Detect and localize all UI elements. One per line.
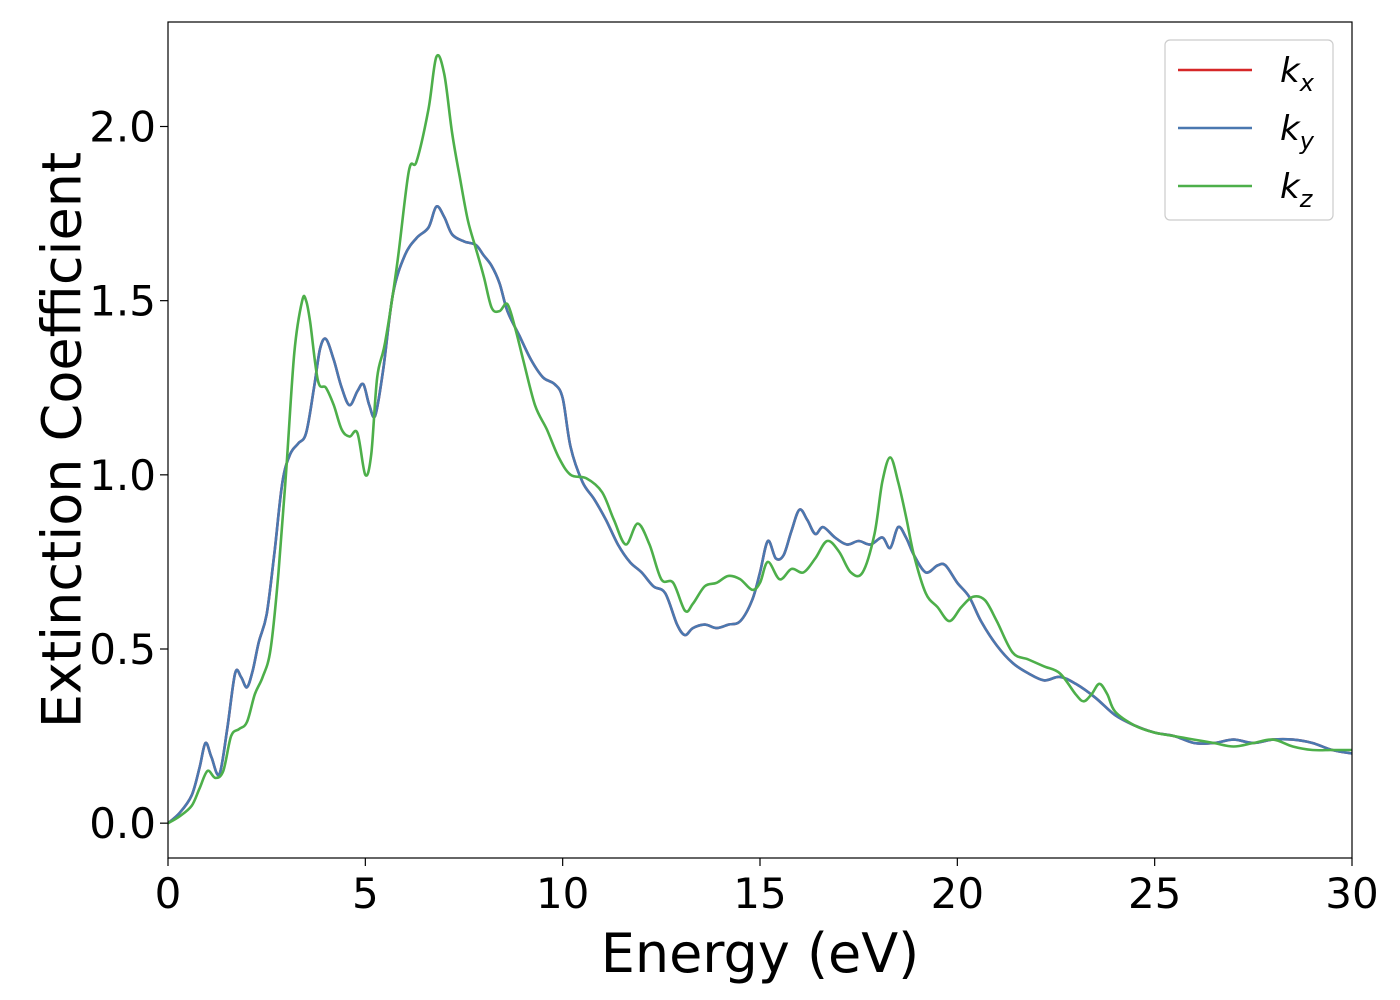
legend-label-sub: y: [1299, 127, 1315, 155]
x-axis-label: Energy (eV): [601, 922, 920, 985]
x-tick-label: 5: [352, 869, 379, 918]
series-line-z: [168, 53, 1352, 825]
x-axis: 0 5 10 15 20 25 30: [155, 858, 1379, 918]
legend-box: [1164, 39, 1334, 221]
legend-label-z: kz: [1280, 167, 1314, 213]
legend-label-main: k: [1280, 109, 1301, 149]
legend-label-sub: x: [1299, 69, 1315, 97]
y-tick-label: 1.0: [89, 451, 156, 500]
y-tick-label: 2.0: [89, 103, 156, 152]
legend-label-sub: z: [1299, 185, 1314, 213]
legend-label-main: k: [1280, 51, 1301, 91]
x-tick-label: 30: [1325, 869, 1378, 918]
x-tick-label: 20: [931, 869, 984, 918]
x-tick-label: 0: [155, 869, 182, 918]
legend-label-x: kx: [1280, 51, 1315, 97]
y-axis-label: Extinction Coefficient: [31, 152, 94, 728]
x-tick-label: 10: [536, 869, 589, 918]
y-tick-label: 1.5: [89, 277, 156, 326]
x-tick-label: 15: [733, 869, 786, 918]
y-axis: 0.0 0.5 1.0 1.5 2.0: [89, 103, 168, 848]
legend-label-main: k: [1280, 167, 1301, 207]
y-tick-label: 0.5: [89, 625, 156, 674]
y-tick-label: 0.0: [89, 799, 156, 848]
series-layer: [168, 53, 1352, 825]
series-line-y: [168, 205, 1352, 825]
legend-label-y: ky: [1280, 109, 1315, 155]
x-tick-label: 25: [1128, 869, 1181, 918]
